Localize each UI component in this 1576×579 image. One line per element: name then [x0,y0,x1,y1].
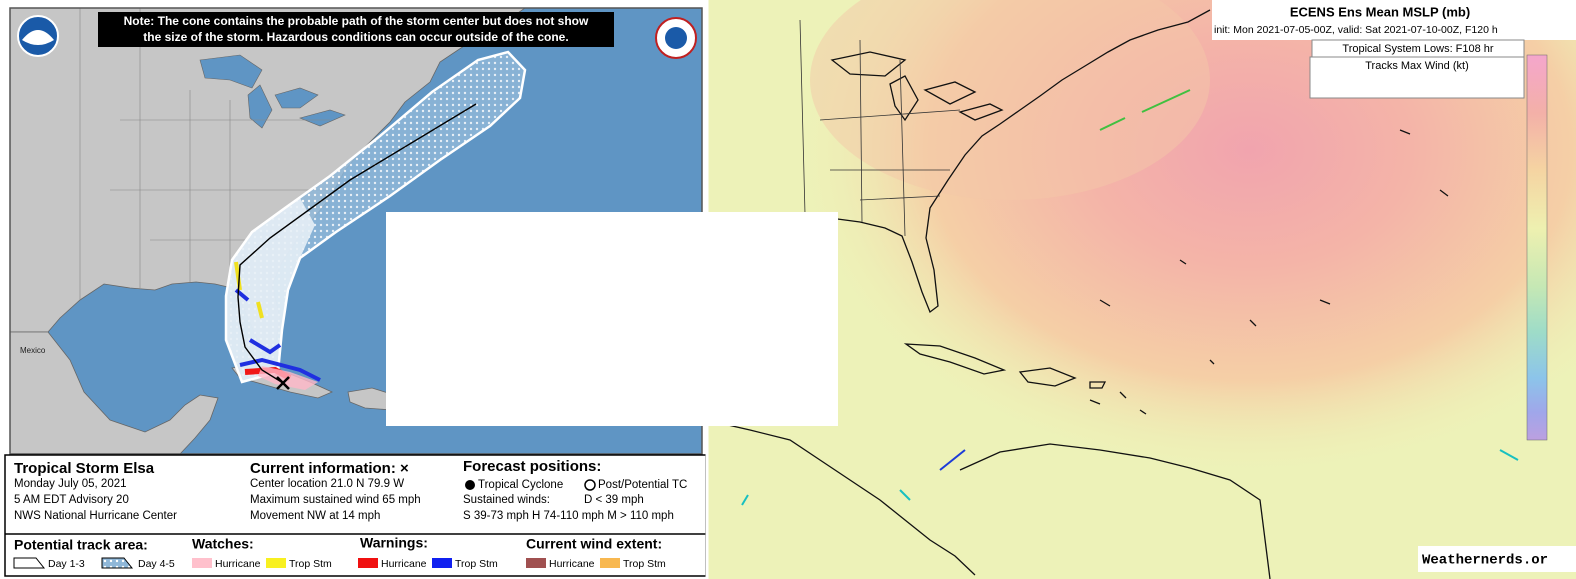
current-line: Movement NW at 14 mph [250,510,380,522]
state-borders [79,8,340,300]
wind-legend-title: Tracks Max Wind (kt) [1365,60,1469,72]
credit-box [1418,546,1576,572]
day-1-3-swatch [13,557,46,569]
coastlines [708,9,1449,579]
day-4-5: Day 4-5 [138,558,175,570]
extent-trop-stm: Trop Stm [623,558,666,570]
other-tracks [741,89,1519,506]
note-box [98,12,614,47]
wind-legend-box [1309,56,1525,99]
current-line: Maximum sustained wind 65 mph [250,494,421,506]
current-line: Center location 21.0 N 79.9 W [250,478,404,490]
winds-title: Sustained winds: [463,494,550,506]
storm-advisory: 5 AM EDT Advisory 20 [14,494,129,506]
place-label: Mexico [20,346,46,355]
wind-extent-title: Current wind extent: [526,536,662,552]
warning-trop-stm-swatch [432,558,452,568]
extent-trop-stm-swatch [600,558,620,568]
lows-label: Tropical System Lows: F108 hr [1342,43,1494,55]
nws-logo-center [665,27,687,49]
forecast-track [237,103,477,384]
title-box [1212,0,1576,40]
warnings-title: Warnings: [360,535,428,551]
day-4-5-swatch [101,557,134,569]
cone-outline [224,50,527,384]
watch-trop-stm-swatch [266,558,286,568]
ecens-init: init: Mon 2021-07-05-00Z, valid: Sat 202… [1214,24,1498,36]
track-area-title: Potential track area: [14,537,148,553]
mexico-land [10,331,219,454]
day-1-3: Day 1-3 [48,558,85,570]
noaa-logo-bird [22,30,54,45]
extent-hurricane: Hurricane [549,558,595,570]
cone-day-1-3 [226,198,315,382]
warning-hurricane-swatch [358,558,378,568]
current-title: Current information: × [250,460,409,477]
note-line: Note: The cone contains the probable pat… [124,14,589,28]
storm-date: Monday July 05, 2021 [14,478,127,490]
warning-trop-stm: Trop Stm [455,558,498,570]
ecens-title: ECENS Ens Mean MSLP (mb) [1290,4,1470,19]
pressure-colorbar [1526,54,1548,441]
info-frame [4,454,707,577]
winds-shm: S 39-73 mph H 74-110 mph M > 110 mph [463,510,674,522]
forecast-title: Forecast positions: [463,458,601,475]
current-position [276,376,290,390]
credit: Weathernerds.or [1422,553,1548,569]
watches-title: Watches: [192,536,254,552]
watch-hurricane-swatch [192,558,212,568]
forecast-item: Post/Potential TC [598,479,687,491]
note-line: the size of the storm. Hazardous conditi… [143,30,568,44]
watch-trop-stm: Trop Stm [289,558,332,570]
extent-hurricane-swatch [526,558,546,568]
state-borders [799,19,961,237]
storm-center: NWS National Hurricane Center [14,510,177,522]
winds-d: D < 39 mph [584,494,644,506]
tropical-cyclone-symbol [465,480,475,490]
info-panel: Tropical Storm Elsa Monday July 05, 2021… [4,454,707,577]
watch-hurricane: Hurricane [215,558,261,570]
storm-name: Tropical Storm Elsa [14,460,155,477]
cone-day-4-5 [226,52,525,382]
caption-box [386,212,838,426]
ecens-map: ECENS Ens Mean MSLP (mb) init: Mon 2021-… [708,0,1576,579]
post-tc-symbol [584,479,596,491]
great-lakes [199,54,346,129]
forecast-item: Tropical Cyclone [478,479,563,491]
pressure-band [810,0,1210,200]
warning-hurricane: Hurricane [381,558,427,570]
